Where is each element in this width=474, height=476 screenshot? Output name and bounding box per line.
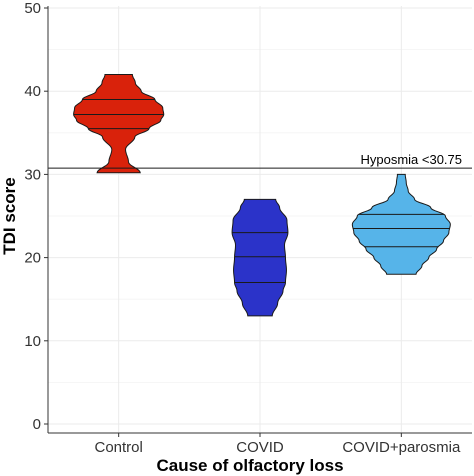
violin-body: [73, 74, 165, 174]
y-tick-label: 30: [24, 166, 41, 183]
x-tick-label: COVID+parosmia: [342, 439, 461, 456]
y-tick-label: 40: [24, 83, 41, 100]
y-axis-title: TDI score: [0, 177, 19, 254]
axes: 0 10 20 30 40 50 Control COVID COVID+parosmia: [24, 0, 472, 456]
violin-covid: [231, 198, 289, 317]
violins: [73, 74, 451, 317]
x-tick-label: Control: [94, 439, 142, 456]
y-tick-label: 50: [24, 0, 41, 17]
hyposmia-threshold-label: Hyposmia <30.75: [360, 152, 462, 167]
y-tick-label: 0: [33, 416, 41, 433]
reference-line-group: Hyposmia <30.75: [48, 152, 472, 169]
violin-control: [73, 74, 165, 174]
x-axis-title: Cause of olfactory loss: [156, 456, 343, 475]
y-tick-label: 10: [24, 333, 41, 350]
violin-body: [351, 173, 451, 275]
y-tick-label: 20: [24, 250, 41, 267]
violin-covid-parosmia: [351, 173, 451, 275]
violin-body: [231, 198, 289, 317]
x-tick-label: COVID: [236, 439, 284, 456]
